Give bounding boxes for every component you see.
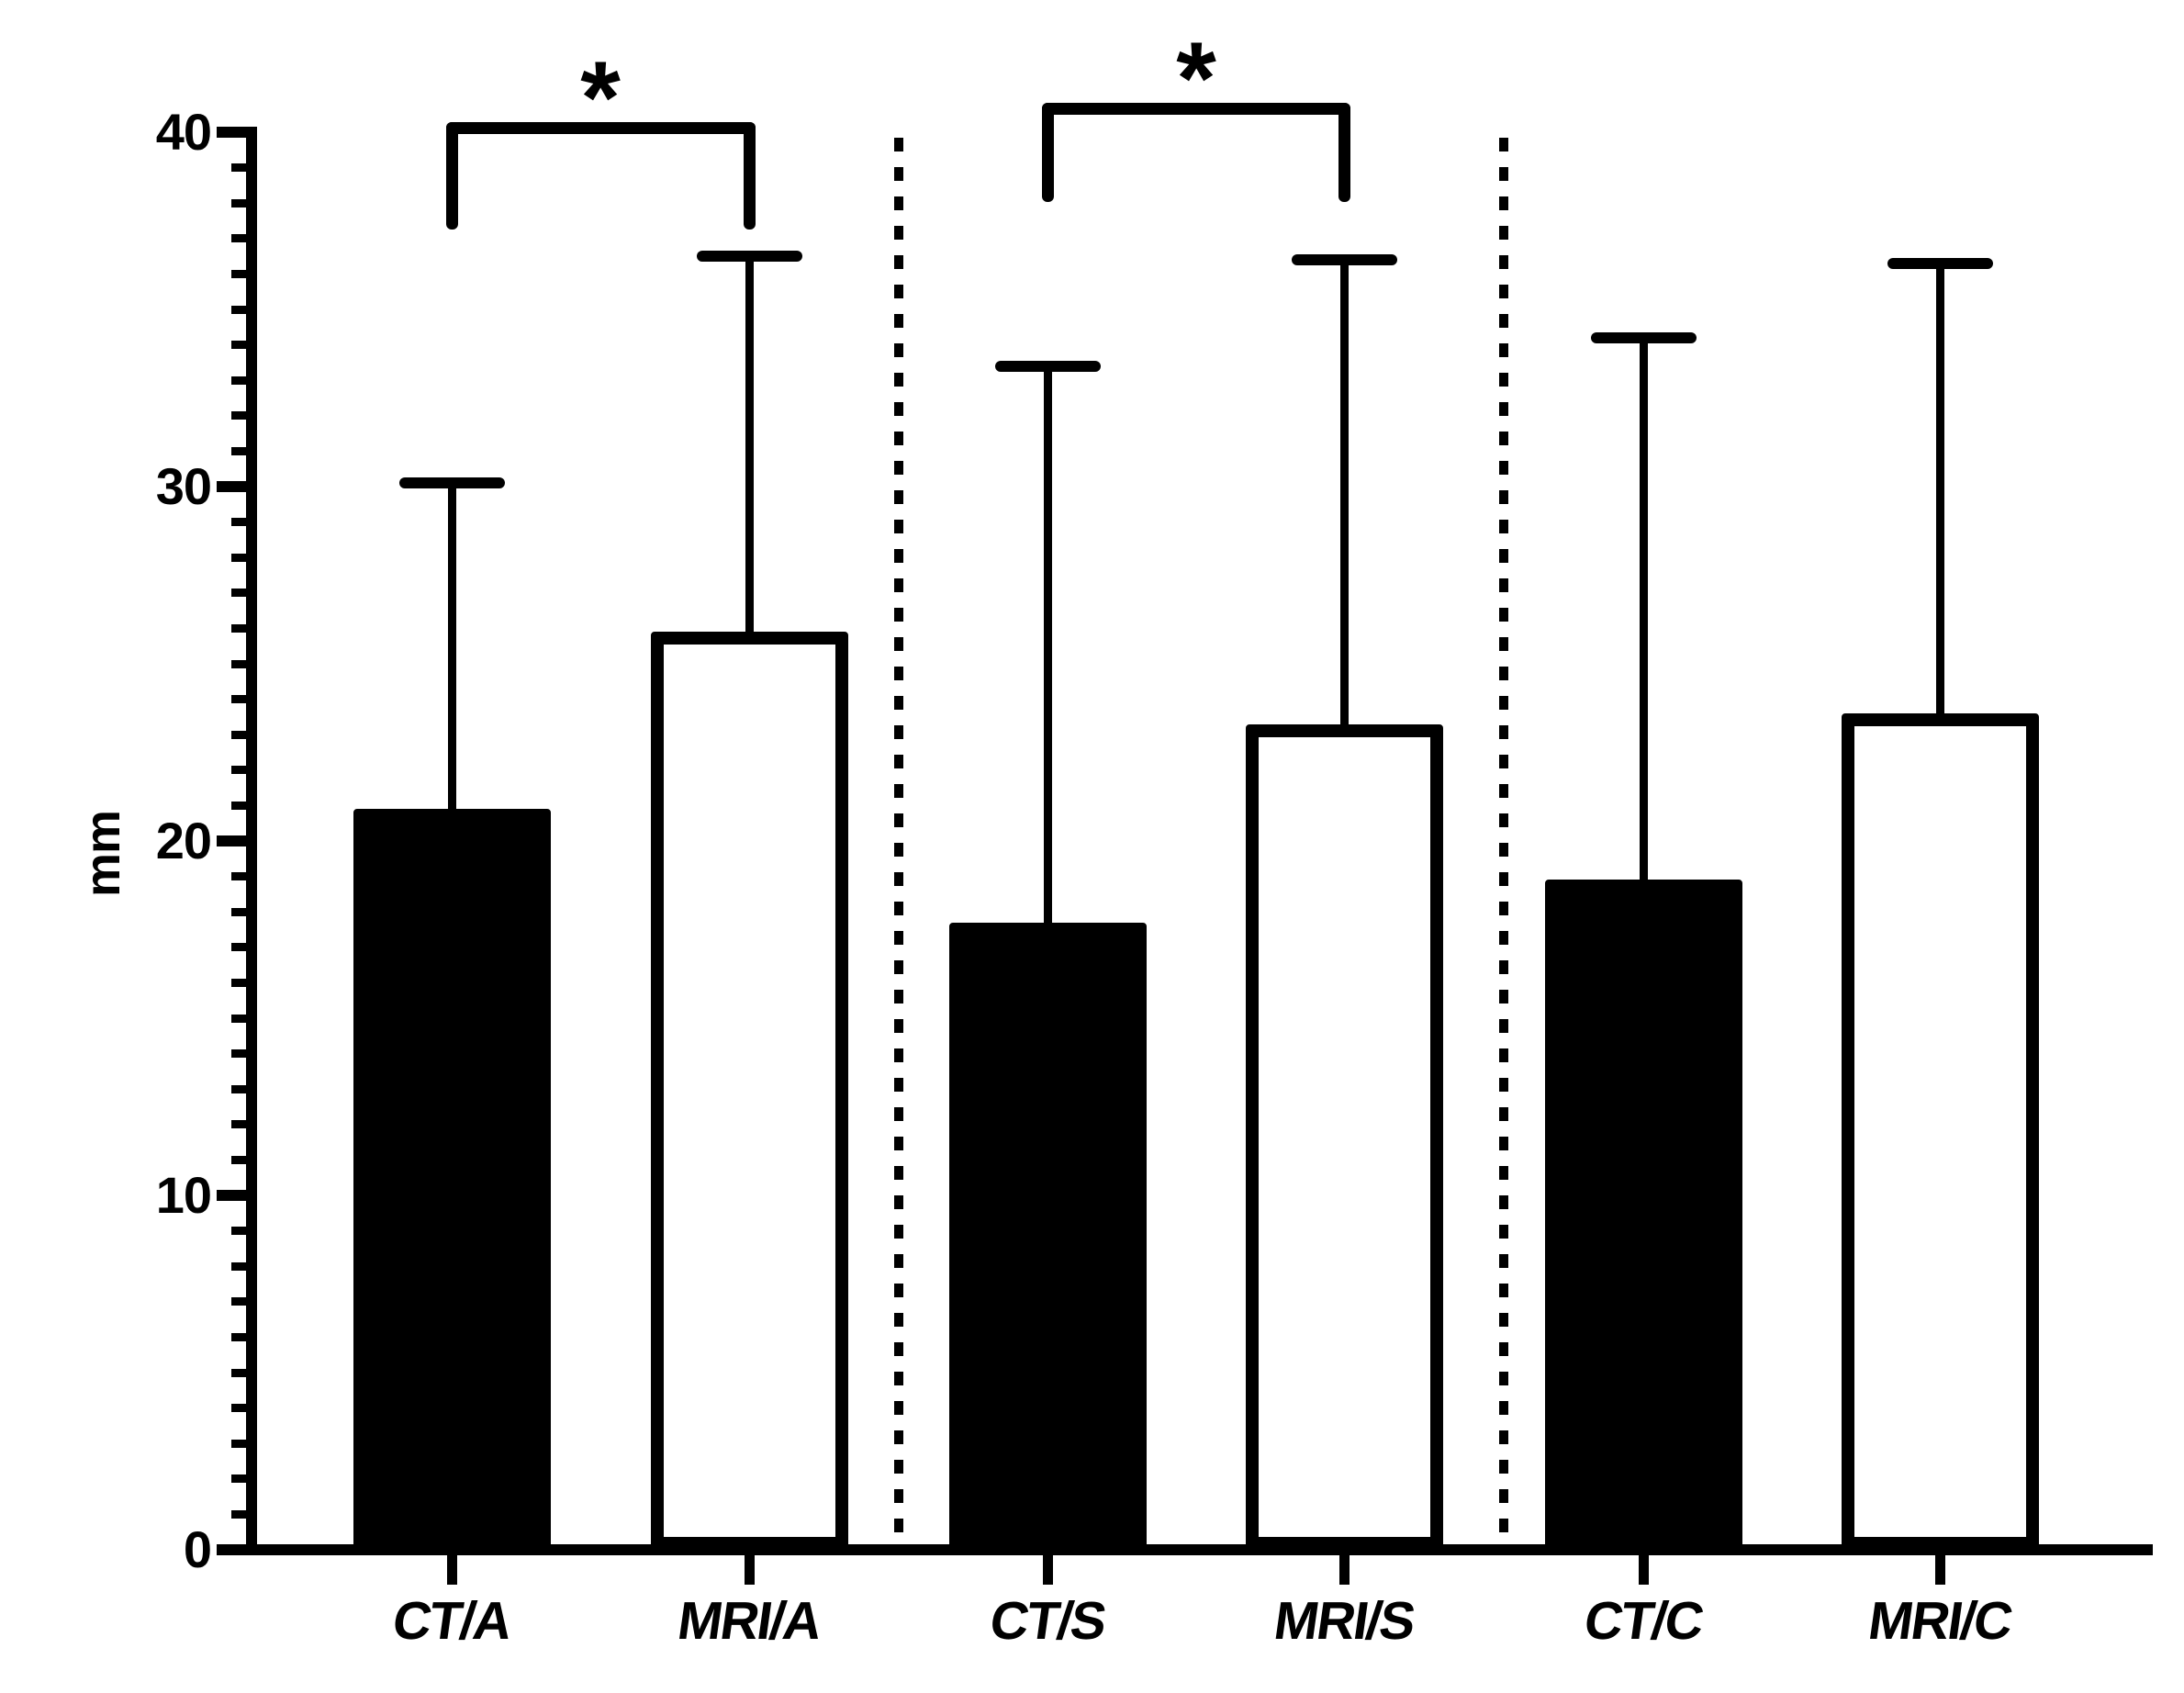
- error-bar-cap-mri-c: [1887, 258, 1993, 269]
- y-minor-tick-13: [231, 1085, 257, 1093]
- error-bar-cap-mri-s: [1292, 254, 1397, 265]
- y-minor-tick-28: [231, 554, 257, 562]
- y-minor-tick-4: [231, 1404, 257, 1412]
- y-minor-tick-37: [231, 234, 257, 242]
- y-minor-tick-6: [231, 1333, 257, 1341]
- y-major-tick-0: [217, 1544, 257, 1555]
- y-tick-label-40: 40: [155, 103, 212, 161]
- y-minor-tick-33: [231, 376, 257, 385]
- y-minor-tick-35: [231, 306, 257, 314]
- y-minor-tick-23: [231, 731, 257, 739]
- bar-mri-c: [1842, 713, 2039, 1550]
- bar-mri-s: [1246, 724, 1443, 1550]
- y-major-tick-30: [217, 481, 257, 492]
- y-minor-tick-36: [231, 270, 257, 278]
- sig-bracket-left-leg-2: [1042, 103, 1054, 202]
- error-bar-line-mri-s: [1340, 260, 1349, 728]
- x-tick-mri-a: [745, 1550, 755, 1585]
- bar-ct-a: [353, 809, 551, 1550]
- y-minor-tick-16: [231, 979, 257, 987]
- error-bar-line-ct-a: [448, 483, 456, 813]
- y-minor-tick-1: [231, 1510, 257, 1519]
- bar-mri-a: [651, 632, 848, 1550]
- sig-bracket-left-leg-1: [446, 122, 458, 230]
- y-minor-tick-17: [231, 943, 257, 951]
- y-minor-tick-8: [231, 1262, 257, 1271]
- y-axis-title: mm: [75, 810, 130, 898]
- y-minor-tick-29: [231, 518, 257, 526]
- y-minor-tick-26: [231, 624, 257, 633]
- y-minor-tick-32: [231, 411, 257, 420]
- sig-asterisk-2: *: [1176, 21, 1216, 136]
- y-minor-tick-34: [231, 341, 257, 349]
- error-bar-line-mri-c: [1936, 263, 1944, 717]
- error-bar-cap-ct-c: [1591, 332, 1697, 343]
- y-tick-label-0: 0: [183, 1520, 212, 1578]
- group-separator-1: [894, 138, 903, 1550]
- y-minor-tick-19: [231, 872, 257, 880]
- error-bar-cap-ct-s: [995, 361, 1101, 372]
- group-separator-2: [1499, 138, 1508, 1550]
- x-label-mri-c: MRI/C: [1865, 1591, 2015, 1651]
- y-minor-tick-31: [231, 447, 257, 455]
- y-minor-tick-7: [231, 1297, 257, 1306]
- y-minor-tick-2: [231, 1474, 257, 1483]
- y-tick-label-10: 10: [155, 1166, 212, 1224]
- y-minor-tick-21: [231, 802, 257, 810]
- x-tick-ct-c: [1639, 1550, 1649, 1585]
- y-major-tick-40: [217, 127, 257, 138]
- sig-bracket-right-leg-2: [1338, 103, 1350, 202]
- y-minor-tick-18: [231, 908, 257, 916]
- error-bar-cap-ct-a: [399, 477, 505, 488]
- y-minor-tick-24: [231, 695, 257, 703]
- y-minor-tick-39: [231, 163, 257, 172]
- error-bar-line-ct-s: [1044, 366, 1052, 926]
- y-minor-tick-22: [231, 766, 257, 774]
- x-label-ct-a: CT/A: [388, 1591, 515, 1651]
- y-minor-tick-12: [231, 1120, 257, 1128]
- y-tick-label-30: 30: [155, 457, 212, 515]
- error-bar-line-mri-a: [745, 256, 754, 635]
- sig-asterisk-1: *: [580, 40, 621, 155]
- x-label-ct-s: CT/S: [986, 1591, 1109, 1651]
- sig-bracket-right-leg-1: [744, 122, 756, 230]
- x-tick-ct-a: [447, 1550, 457, 1585]
- y-major-tick-20: [217, 835, 257, 846]
- sig-bracket-top-2: [1042, 103, 1350, 115]
- y-minor-tick-3: [231, 1440, 257, 1448]
- sig-bracket-top-1: [446, 122, 756, 134]
- y-minor-tick-15: [231, 1015, 257, 1023]
- x-label-mri-s: MRI/S: [1270, 1591, 1418, 1651]
- x-tick-ct-s: [1043, 1550, 1053, 1585]
- error-bar-line-ct-c: [1640, 338, 1648, 884]
- bar-ct-c: [1545, 880, 1742, 1550]
- y-minor-tick-11: [231, 1156, 257, 1164]
- y-minor-tick-5: [231, 1369, 257, 1377]
- x-label-ct-c: CT/C: [1580, 1591, 1707, 1651]
- y-minor-tick-38: [231, 199, 257, 207]
- x-tick-mri-s: [1339, 1550, 1350, 1585]
- y-tick-label-20: 20: [155, 812, 212, 869]
- y-major-tick-10: [217, 1190, 257, 1201]
- y-minor-tick-25: [231, 660, 257, 668]
- y-minor-tick-27: [231, 589, 257, 597]
- y-minor-tick-9: [231, 1227, 257, 1235]
- x-label-mri-a: MRI/A: [674, 1591, 824, 1651]
- x-tick-mri-c: [1935, 1550, 1945, 1585]
- y-minor-tick-14: [231, 1049, 257, 1058]
- error-bar-cap-mri-a: [697, 251, 802, 262]
- bar-ct-s: [949, 923, 1147, 1550]
